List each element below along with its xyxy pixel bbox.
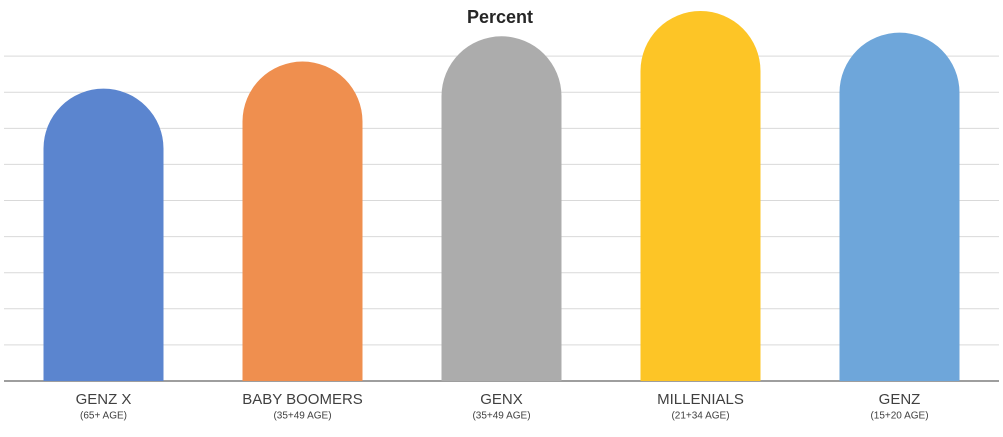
x-tick-note: (35+49 AGE) [273,411,331,422]
chart-title: Percent [467,7,533,27]
bar [640,11,761,382]
x-tick-note: (21+34 AGE) [671,411,729,422]
x-tick-note: (35+49 AGE) [472,411,530,422]
x-tick-label: GENZ X [76,391,132,408]
x-tick-label: BABY BOOMERS [242,391,363,408]
x-tick-label: GENZ [879,391,921,408]
x-tick-note: (15+20 AGE) [870,411,928,422]
x-tick-label: MILLENIALS [657,391,744,408]
bar [242,61,363,381]
bar [839,32,960,381]
x-tick-note: (65+ AGE) [80,411,127,422]
bar [441,36,562,382]
bar [43,88,164,381]
x-tick-label: GENX [480,391,523,408]
